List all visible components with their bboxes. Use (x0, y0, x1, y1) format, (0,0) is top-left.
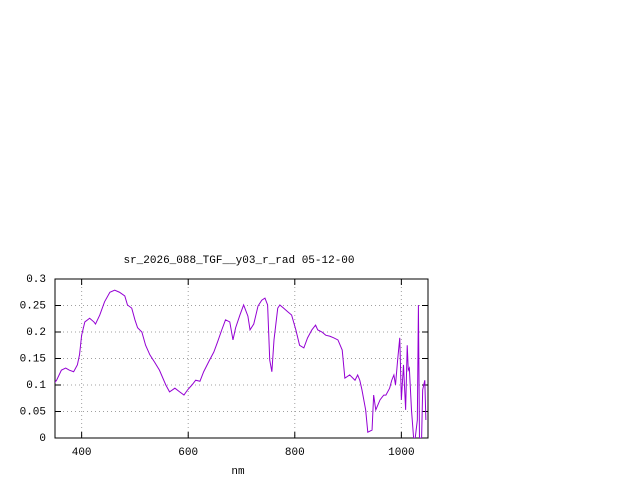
chart-title: sr_2026_088_TGF__y03_r_rad 05-12-00 (123, 255, 354, 267)
x-tick-label: 400 (72, 447, 92, 459)
y-tick-label: 0 (39, 433, 46, 445)
y-tick-label: 0.05 (20, 406, 46, 418)
plot-frame (54, 278, 429, 439)
y-tick-label: 0.3 (26, 274, 46, 286)
y-tick-label: 0.2 (26, 327, 46, 339)
x-tick-label: 1000 (388, 447, 414, 459)
y-tick-label: 0.1 (26, 380, 46, 392)
x-tick-label: 600 (178, 447, 198, 459)
y-tick-label: 0.25 (20, 300, 46, 312)
y-tick-label: 0.15 (20, 353, 46, 365)
x-tick-label: 800 (285, 447, 305, 459)
data-line (55, 289, 427, 438)
x-axis-label: nm (231, 466, 245, 478)
